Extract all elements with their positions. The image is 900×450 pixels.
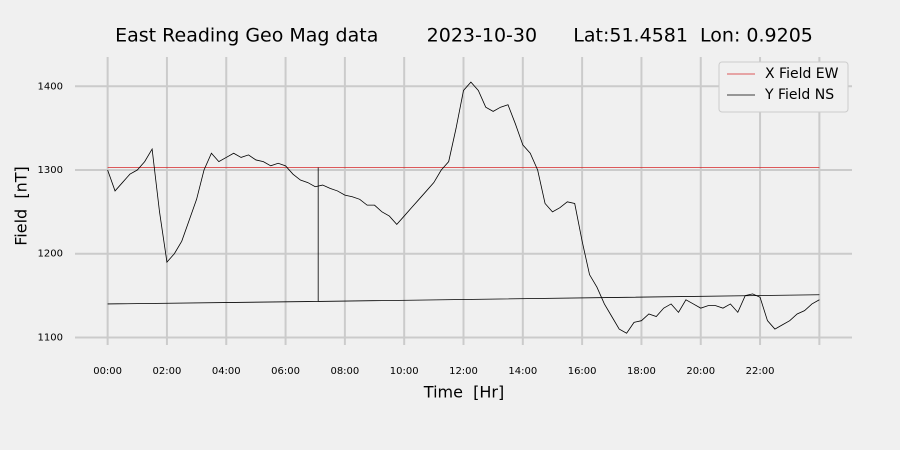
legend: X Field EW Y Field NS [718,61,849,113]
x-tick-label: 04:00 [212,366,241,377]
x-tick-label: 14:00 [508,366,537,377]
x-tick-label: 22:00 [746,366,775,377]
x-tick-label: 12:00 [449,366,478,377]
y-axis-label: Field [nT] [12,166,31,246]
legend-label: X Field EW [765,66,839,82]
data-line [107,81,820,334]
data-line [107,167,820,305]
y-tick-label: 1400 [38,81,63,92]
lines [107,81,820,334]
x-tick-label: 06:00 [271,366,300,377]
x-axis-label: Time [Hr] [423,383,504,402]
chart-title: East Reading Geo Mag data 2023-10-30 Lat… [115,25,813,47]
x-tick-label: 18:00 [627,366,656,377]
grid: 00:00 02:00 04:00 06:00 08:00 10:00 12:00 14:00… [38,57,852,377]
y-tick-label: 1200 [38,249,63,260]
y-tick-label: 1300 [38,165,63,176]
x-tick-label: 20:00 [686,366,715,377]
x-tick-label: 16:00 [568,366,597,377]
legend-box [718,61,849,113]
y-tick-label: 1100 [38,332,63,343]
x-tick-label: 10:00 [390,366,419,377]
x-tick-label: 00:00 [93,366,122,377]
x-tick-label: 08:00 [330,366,359,377]
legend-label: Y Field NS [764,87,834,103]
x-tick-label: 02:00 [153,366,182,377]
